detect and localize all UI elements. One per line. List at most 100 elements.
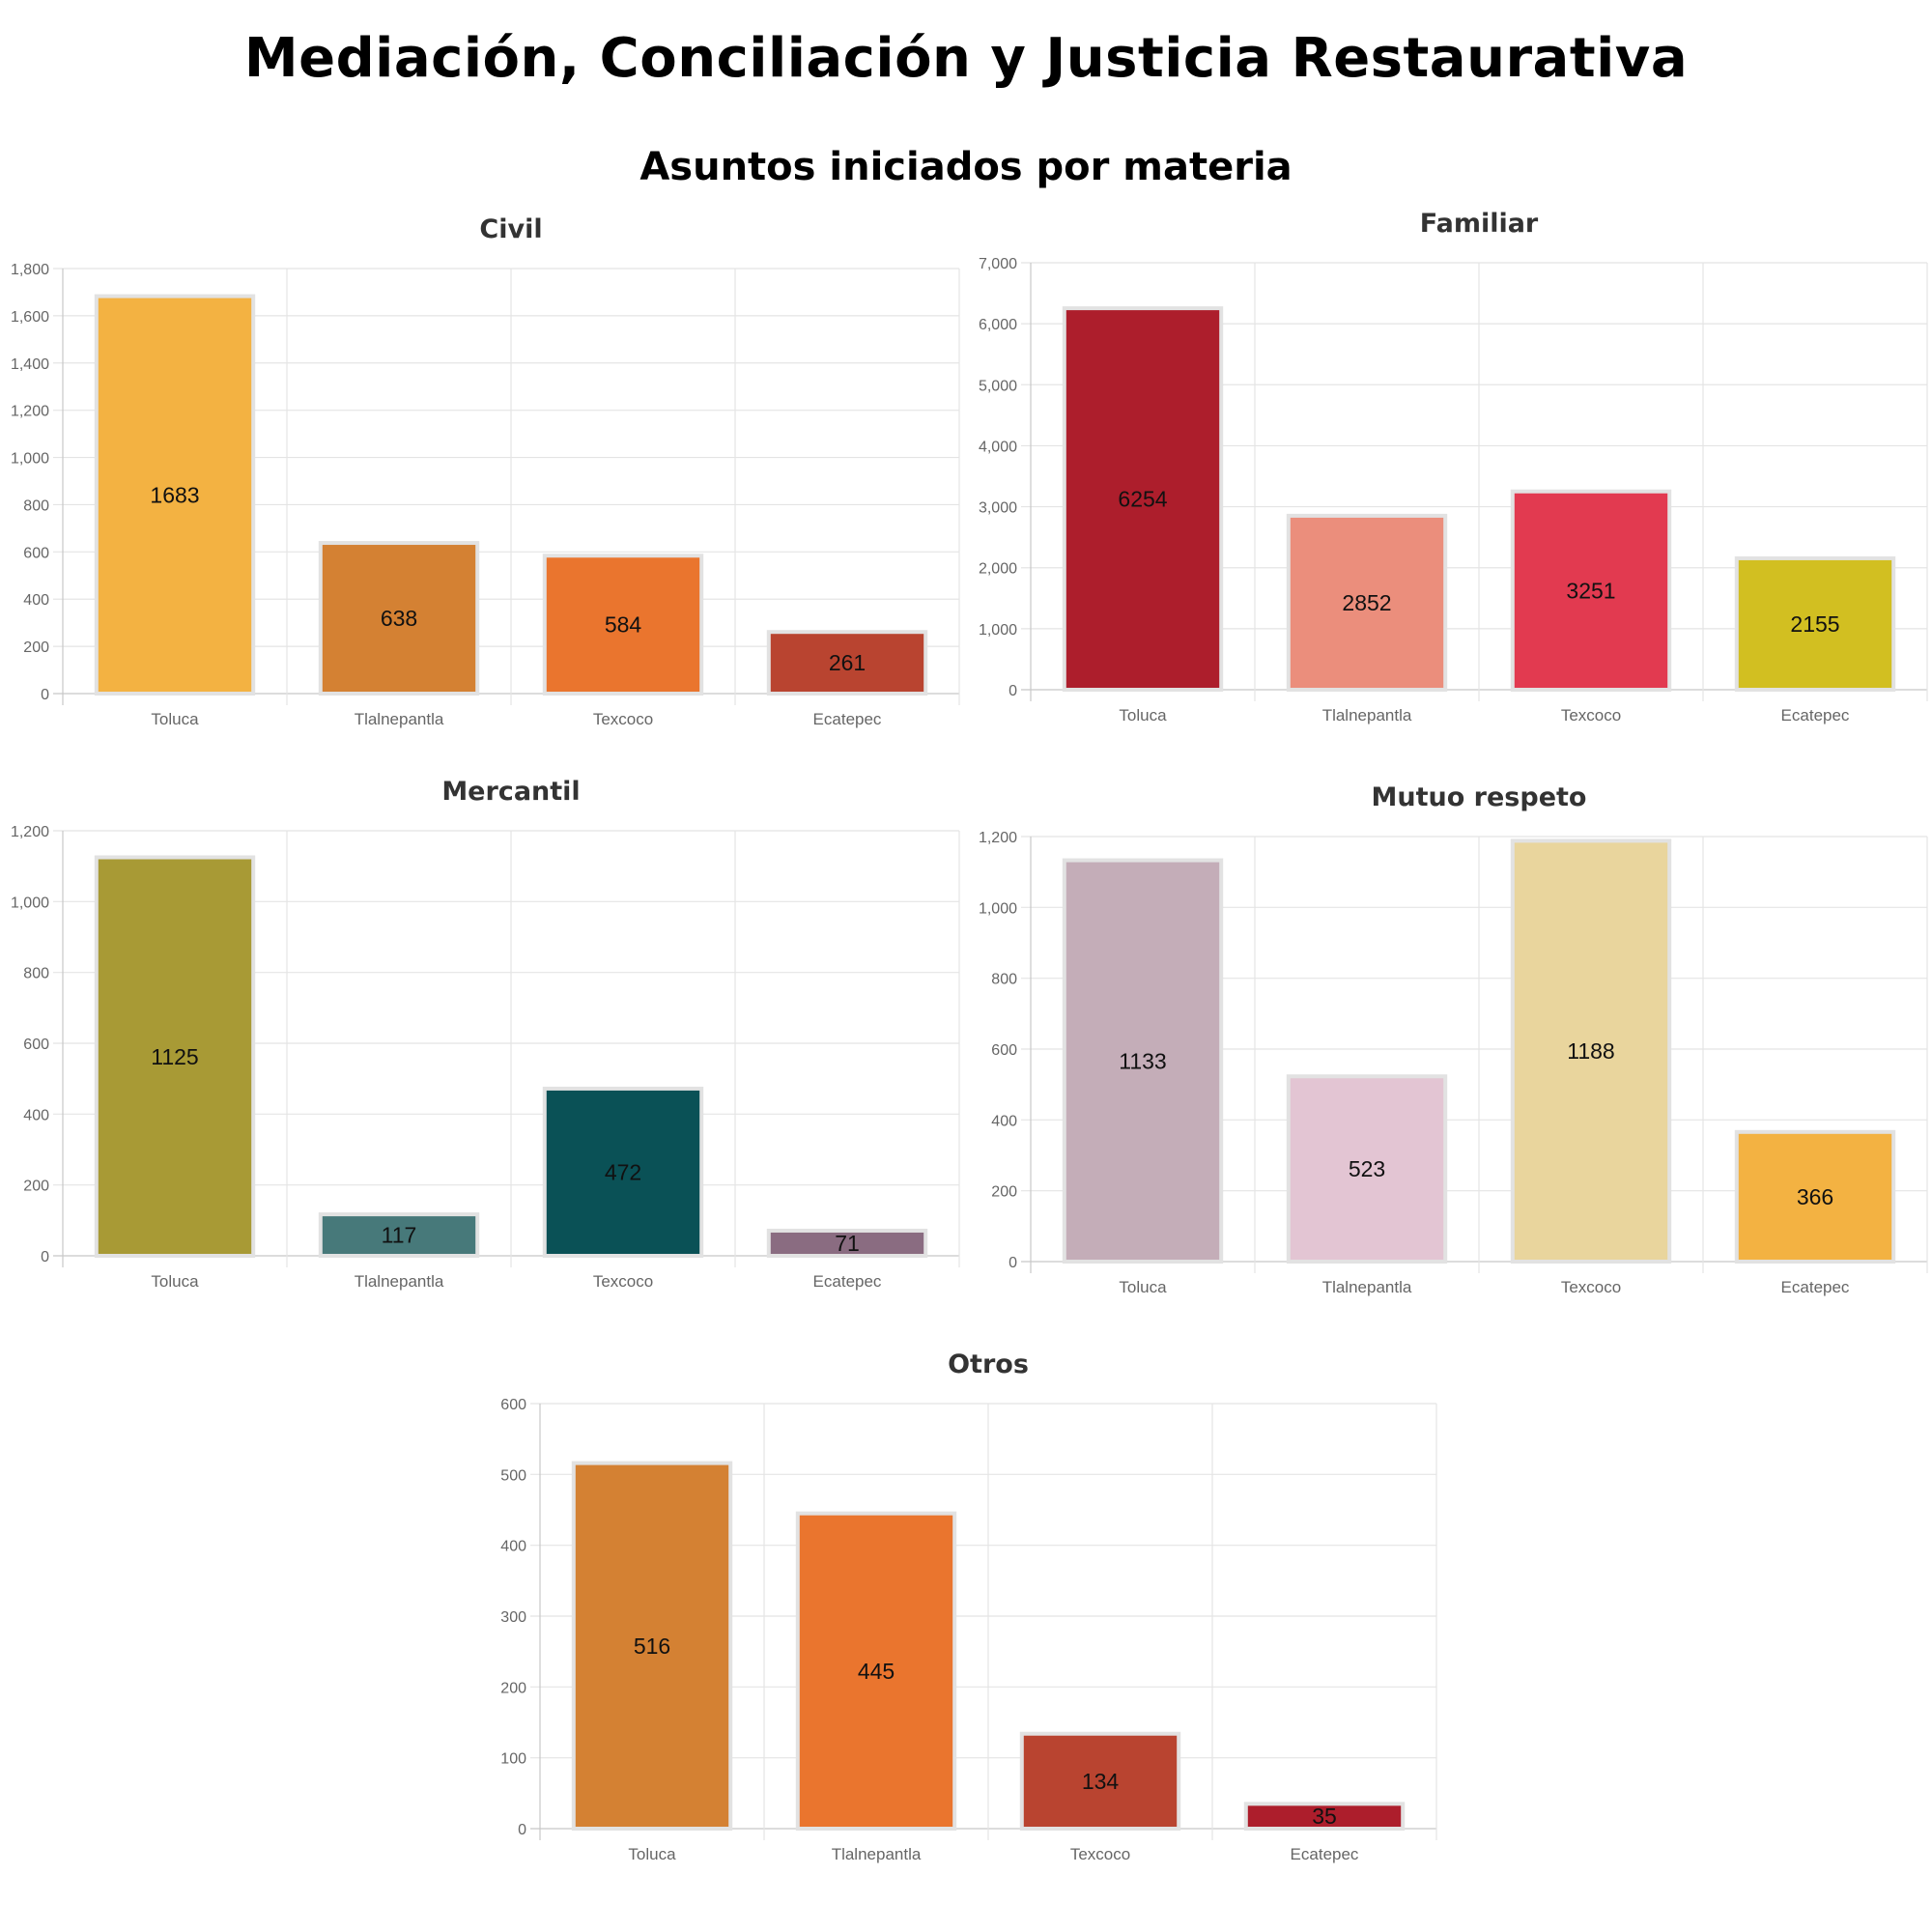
mercantil-bar-ecatepec — [766, 1228, 928, 1259]
otros-y-tick-label: 300 — [500, 1609, 526, 1626]
otros-y-tick-label: 200 — [500, 1680, 526, 1696]
mutuo-respeto-bar-texcoco — [1510, 838, 1672, 1264]
familiar-category-label: Toluca — [1119, 706, 1167, 724]
mercantil-y-tick-label: 400 — [23, 1107, 49, 1123]
otros-y-tick-label: 500 — [500, 1467, 526, 1484]
mutuo-respeto-bar-tlalnepantla — [1286, 1074, 1448, 1264]
mercantil-y-tick-label: 600 — [23, 1037, 49, 1053]
otros-category-label: Toluca — [628, 1845, 676, 1863]
mercantil-value-label: 1125 — [151, 1044, 198, 1069]
otros-y-tick-label: 600 — [500, 1397, 526, 1413]
civil-chart-title: Civil — [479, 214, 542, 244]
otros-chart-title: Otros — [948, 1350, 1029, 1379]
mercantil-value-label: 472 — [605, 1159, 641, 1184]
mutuo-respeto-y-tick-label: 800 — [991, 972, 1017, 988]
chart-mutuo-respeto-svg: Mutuo respeto 0 200 400 600 800 1,000 1,200 1133… — [979, 782, 1928, 1296]
mutuo-respeto-category-label: Tlalnepantla — [1322, 1278, 1412, 1296]
familiar-value-label: 3251 — [1566, 578, 1615, 603]
civil-bar-tlalnepantla — [318, 541, 480, 696]
civil-value-label: 638 — [381, 606, 417, 631]
otros-y-tick-label: 0 — [518, 1822, 526, 1838]
familiar-bar-texcoco — [1510, 489, 1672, 692]
familiar-y-tick-label: 0 — [1009, 683, 1017, 699]
otros-value-label: 516 — [634, 1634, 670, 1659]
mutuo-respeto-bar-toluca — [1062, 858, 1224, 1264]
civil-y-tick-label: 200 — [23, 639, 49, 656]
civil-y-tick-label: 0 — [41, 687, 49, 703]
civil-y-tick-label: 1,000 — [11, 451, 49, 468]
mercantil-category-label: Ecatepec — [813, 1272, 882, 1291]
chart-familiar-svg: Familiar 0 1,000 2,000 3,000 4,000 5,000 6,000 7… — [979, 209, 1928, 724]
familiar-y-tick-label: 3,000 — [979, 500, 1017, 517]
mutuo-respeto-y-tick-label: 200 — [991, 1184, 1017, 1201]
otros-bar-toluca — [571, 1461, 733, 1831]
familiar-value-label: 2155 — [1790, 611, 1839, 637]
familiar-bar-ecatepec — [1734, 555, 1896, 693]
familiar-y-tick-label: 6,000 — [979, 317, 1017, 333]
civil-category-label: Texcoco — [593, 710, 653, 728]
chart-mutuo-respeto: Mutuo respeto 0 200 400 600 800 1,000 1,200 1133… — [966, 771, 1932, 1312]
mercantil-bar-toluca — [94, 855, 256, 1258]
chart-mercantil-svg: Mercantil 0 200 400 600 800 1,000 1,200 1125 Tolu… — [11, 777, 960, 1291]
civil-y-tick-label: 1,800 — [11, 262, 49, 278]
mutuo-respeto-category-label: Ecatepec — [1781, 1278, 1850, 1296]
mutuo-respeto-value-label: 1188 — [1567, 1038, 1614, 1064]
familiar-y-tick-label: 2,000 — [979, 561, 1017, 578]
civil-value-label: 584 — [605, 612, 642, 638]
mercantil-category-label: Tlalnepantla — [355, 1272, 444, 1291]
chart-otros-svg: Otros 0 100 200 300 400 500 600 516 Toluca 445 Tlal… — [500, 1350, 1437, 1863]
familiar-category-label: Texcoco — [1561, 706, 1621, 724]
otros-category-label: Tlalnepantla — [832, 1845, 922, 1863]
otros-value-label: 134 — [1082, 1769, 1120, 1794]
mercantil-category-label: Texcoco — [593, 1272, 653, 1291]
mercantil-y-tick-label: 200 — [23, 1179, 49, 1195]
mutuo-respeto-category-label: Toluca — [1119, 1278, 1167, 1296]
mutuo-respeto-value-label: 366 — [1797, 1184, 1833, 1209]
civil-value-label: 1683 — [150, 482, 199, 507]
familiar-bar-tlalnepantla — [1286, 513, 1448, 692]
civil-category-label: Tlalnepantla — [355, 710, 444, 728]
mercantil-category-label: Toluca — [151, 1272, 199, 1291]
civil-y-tick-label: 1,400 — [11, 356, 49, 373]
mutuo-respeto-category-label: Texcoco — [1561, 1278, 1621, 1296]
mercantil-y-tick-label: 800 — [23, 966, 49, 982]
mutuo-respeto-value-label: 523 — [1349, 1156, 1385, 1181]
familiar-value-label: 2852 — [1342, 590, 1391, 615]
mercantil-bar-tlalnepantla — [318, 1212, 480, 1259]
familiar-y-tick-label: 4,000 — [979, 439, 1017, 455]
familiar-bar-toluca — [1062, 306, 1224, 692]
mercantil-chart-title: Mercantil — [441, 777, 580, 807]
familiar-category-label: Tlalnepantla — [1322, 706, 1412, 724]
otros-y-tick-label: 400 — [500, 1539, 526, 1555]
mutuo-respeto-y-tick-label: 600 — [991, 1042, 1017, 1059]
civil-value-label: 261 — [829, 650, 866, 675]
otros-bar-tlalnepantla — [795, 1511, 957, 1832]
otros-value-label: 35 — [1312, 1804, 1337, 1829]
mutuo-respeto-chart-title: Mutuo respeto — [1372, 782, 1587, 812]
civil-y-tick-label: 600 — [23, 545, 49, 561]
mercantil-bar-texcoco — [542, 1086, 704, 1258]
chart-familiar: Familiar 0 1,000 2,000 3,000 4,000 5,000 6,000 7… — [966, 199, 1932, 740]
familiar-category-label: Ecatepec — [1781, 706, 1850, 724]
chart-otros: Otros 0 100 200 300 400 500 600 516 Toluca 445 Tlal… — [477, 1338, 1443, 1879]
otros-bar-texcoco — [1019, 1731, 1181, 1832]
mercantil-y-tick-label: 1,200 — [11, 824, 49, 840]
mutuo-respeto-y-tick-label: 1,200 — [979, 830, 1017, 846]
chart-civil: Civil 0 200 400 600 800 1,000 1,200 1,400 1,600 1,… — [0, 203, 966, 744]
mercantil-value-label: 71 — [835, 1231, 860, 1256]
mutuo-respeto-y-tick-label: 400 — [991, 1113, 1017, 1129]
civil-bar-texcoco — [542, 554, 704, 696]
familiar-chart-title: Familiar — [1420, 209, 1539, 239]
familiar-y-tick-label: 1,000 — [979, 622, 1017, 639]
civil-y-tick-label: 400 — [23, 592, 49, 609]
familiar-y-tick-label: 5,000 — [979, 378, 1017, 394]
civil-bar-ecatepec — [766, 630, 928, 696]
civil-category-label: Ecatepec — [813, 710, 882, 728]
chart-civil-svg: Civil 0 200 400 600 800 1,000 1,200 1,400 1,600 1,… — [11, 214, 960, 728]
mutuo-respeto-y-tick-label: 1,000 — [979, 900, 1017, 917]
mutuo-respeto-bar-ecatepec — [1734, 1129, 1896, 1264]
mercantil-value-label: 117 — [382, 1223, 417, 1248]
page-title: Mediación, Conciliación y Justicia Resta… — [243, 27, 1689, 90]
mutuo-respeto-value-label: 1133 — [1119, 1048, 1166, 1073]
page-subtitle: Asuntos iniciados por materia — [639, 145, 1293, 189]
